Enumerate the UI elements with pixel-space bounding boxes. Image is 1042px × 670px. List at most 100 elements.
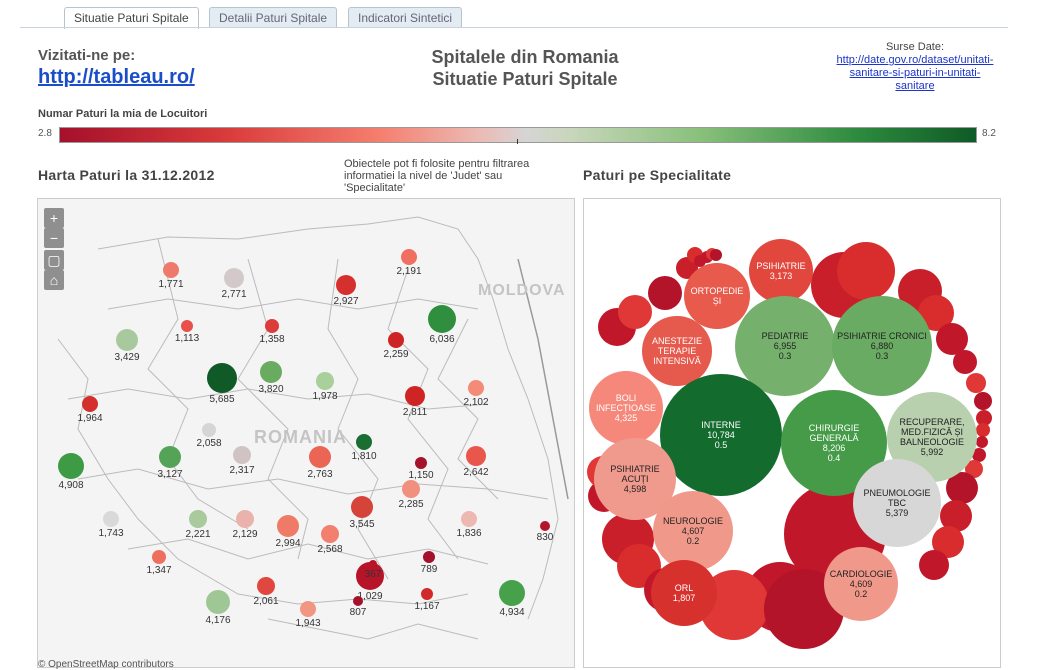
county-bubble[interactable] <box>152 550 166 564</box>
specialty-value: 5,992 <box>920 447 944 457</box>
county-value-label: 2,763 <box>307 469 333 480</box>
county-bubble[interactable] <box>321 525 339 543</box>
specialty-bubble-small[interactable] <box>976 436 988 448</box>
specialty-bubble-small[interactable] <box>966 373 986 393</box>
specialty-bubble[interactable]: PSIHIATRIE CRONICI 6,880 0.3 <box>832 296 932 396</box>
filter-note: Obiectele pot fi folosite pentru filtrar… <box>344 158 530 193</box>
county-bubble[interactable] <box>233 446 251 464</box>
specialty-name: PSIHIATRIE <box>756 261 806 271</box>
specialty-bubble-small[interactable] <box>618 295 652 329</box>
county-bubble[interactable] <box>265 319 279 333</box>
specialty-value: 10,784 <box>707 430 735 440</box>
specialty-bubble-small[interactable] <box>936 323 968 355</box>
county-bubble[interactable] <box>207 363 237 393</box>
zoom-in-icon[interactable]: + <box>44 208 64 228</box>
county-bubble[interactable] <box>277 515 299 537</box>
county-bubble[interactable] <box>405 386 425 406</box>
specialty-bubble[interactable]: NEUROLOGIE 4,607 0.2 <box>653 491 733 571</box>
county-bubble[interactable] <box>103 511 119 527</box>
tableau-link[interactable]: http://tableau.ro/ <box>38 66 195 88</box>
zoom-out-icon[interactable]: − <box>44 228 64 248</box>
county-bubble[interactable] <box>369 560 377 568</box>
specialty-bubble-small[interactable] <box>976 410 992 426</box>
specialty-bubble[interactable]: PNEUMOLOGIE TBC 5,379 <box>853 459 941 547</box>
county-bubble[interactable] <box>309 446 331 468</box>
county-bubble[interactable] <box>461 511 477 527</box>
specialty-bubble[interactable]: ORTOPEDIE ȘI <box>684 263 750 329</box>
county-bubble[interactable] <box>316 372 334 390</box>
county-bubble[interactable] <box>300 601 316 617</box>
county-bubble[interactable] <box>82 396 98 412</box>
county-bubble[interactable] <box>163 262 179 278</box>
county-bubble[interactable] <box>356 434 372 450</box>
moldova-label: MOLDOVA <box>478 282 566 299</box>
home-icon[interactable]: ⌂ <box>44 270 64 290</box>
county-value-label: 1,943 <box>295 618 321 629</box>
county-bubble[interactable] <box>181 320 193 332</box>
specialty-bubble[interactable]: BOLI INFECȚIOASE 4,325 <box>589 371 663 445</box>
specialty-bubble[interactable]: ORL 1,807 <box>651 560 717 626</box>
county-bubble[interactable] <box>189 510 207 528</box>
map-attribution: © OpenStreetMap contributors <box>38 659 174 670</box>
specialty-bubble-small[interactable] <box>710 249 722 261</box>
specialty-bubble[interactable]: ANESTEZIE TERAPIE INTENSIVĂ <box>642 316 712 386</box>
county-value-label: 2,191 <box>396 266 422 277</box>
county-bubble[interactable] <box>159 446 181 468</box>
county-bubble[interactable] <box>428 305 456 333</box>
county-bubble[interactable] <box>401 249 417 265</box>
specialty-bubble[interactable]: PEDIATRIE 6,955 0.3 <box>735 296 835 396</box>
specialty-value: 4,325 <box>614 413 638 423</box>
county-bubble[interactable] <box>415 457 427 469</box>
select-icon[interactable]: ▢ <box>44 250 64 270</box>
specialty-bubble-small[interactable] <box>976 423 990 437</box>
county-bubble[interactable] <box>468 380 484 396</box>
county-bubble[interactable] <box>402 480 420 498</box>
tab-indicatori-sintetici[interactable]: Indicatori Sintetici <box>348 7 463 27</box>
county-bubble[interactable] <box>206 590 230 614</box>
legend-title: Numar Paturi la mia de Locuitori <box>38 108 208 120</box>
county-value-label: 830 <box>536 532 554 543</box>
specialty-name: ORL <box>674 583 694 593</box>
county-bubble[interactable] <box>499 580 525 606</box>
map-panel[interactable]: ROMANIA MOLDOVA 1,771 2,771 2,927 2,191 1,11… <box>37 198 575 668</box>
county-bubble[interactable] <box>58 453 84 479</box>
county-bubble[interactable] <box>540 521 550 531</box>
country-label: ROMANIA <box>254 427 347 447</box>
specialty-bubble-small[interactable] <box>837 242 895 300</box>
specialty-name: INTERNE <box>701 420 741 430</box>
county-bubble[interactable] <box>260 361 282 383</box>
county-bubble[interactable] <box>353 596 363 606</box>
county-bubble[interactable] <box>423 551 435 563</box>
county-bubble[interactable] <box>421 588 433 600</box>
map-svg[interactable] <box>38 199 575 668</box>
county-bubble[interactable] <box>336 275 356 295</box>
source-link[interactable]: http://date.gov.ro/dataset/unitati-sanit… <box>836 54 994 92</box>
specialty-bubble-small[interactable] <box>648 276 682 310</box>
specialty-value: 4,609 <box>849 579 873 589</box>
county-bubble[interactable] <box>202 423 216 437</box>
county-value-label: 1,150 <box>408 470 434 481</box>
county-bubble[interactable] <box>116 329 138 351</box>
specialty-bubble[interactable]: PSIHIATRIE 3,173 <box>749 239 813 303</box>
county-value-label: 1,771 <box>158 279 184 290</box>
specialty-bubble-small[interactable] <box>919 550 949 580</box>
county-value-label: 1,810 <box>351 451 377 462</box>
specialty-bubble-small[interactable] <box>974 392 992 410</box>
county-value-label: 2,811 <box>402 407 428 418</box>
page-title: Spitalele din Romania Situatie Paturi Sp… <box>340 46 710 90</box>
county-bubble[interactable] <box>224 268 244 288</box>
tab-detalii-paturi[interactable]: Detalii Paturi Spitale <box>209 7 338 27</box>
specialty-bubble-small[interactable] <box>972 448 986 462</box>
county-bubble[interactable] <box>257 577 275 595</box>
county-value-label: 2,102 <box>463 397 489 408</box>
specialty-bubble[interactable]: INTERNE 10,784 0.5 <box>660 374 782 496</box>
tab-situatie-paturi[interactable]: Situatie Paturi Spitale <box>64 7 199 29</box>
county-bubble[interactable] <box>466 446 486 466</box>
color-gradient-legend[interactable] <box>59 127 977 143</box>
specialty-bubble-small[interactable] <box>953 350 977 374</box>
specialty-panel[interactable]: PSIHIATRIE 3,173 ORTOPEDIE ȘI PEDIATRIE 6,95… <box>583 198 1001 668</box>
county-bubble[interactable] <box>236 510 254 528</box>
county-bubble[interactable] <box>388 332 404 348</box>
specialty-bubble[interactable]: CARDIOLOGIE 4,609 0.2 <box>824 547 898 621</box>
county-bubble[interactable] <box>351 496 373 518</box>
